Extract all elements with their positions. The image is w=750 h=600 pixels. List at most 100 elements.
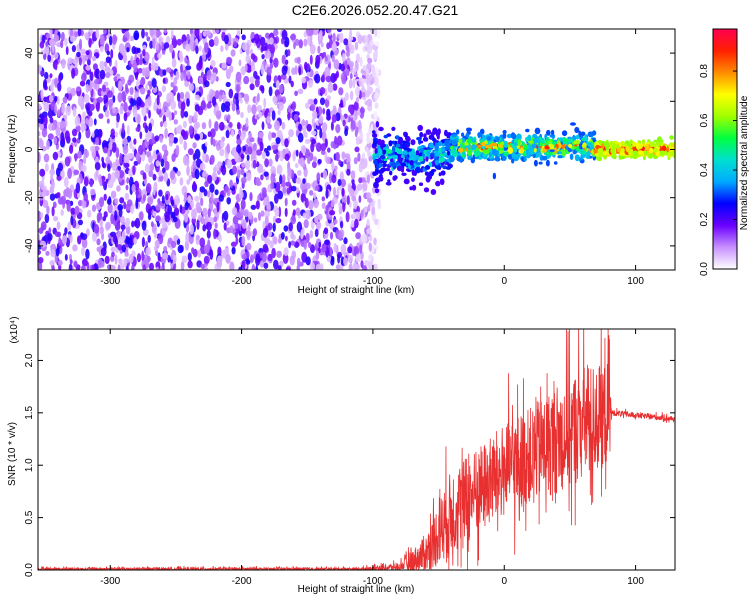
- heatmap-cell: [122, 137, 128, 146]
- heatmap-cell: [255, 264, 259, 270]
- heatmap-cell: [290, 230, 294, 240]
- heatmap-cell: [557, 142, 562, 149]
- heatmap-cell: [95, 101, 100, 112]
- heatmap-cell: [321, 196, 325, 202]
- heatmap-cell: [495, 136, 500, 143]
- heatmap-cell: [330, 121, 334, 131]
- heatmap-cell: [227, 114, 231, 121]
- heatmap-cell: [215, 110, 222, 120]
- heatmap-cell: [64, 37, 68, 47]
- heatmap-cell: [56, 231, 62, 238]
- heatmap-cell: [207, 208, 211, 218]
- heatmap-cell: [77, 29, 82, 37]
- heatmap-cell: [250, 53, 256, 60]
- heatmap-cell: [194, 133, 200, 140]
- heatmap-cell: [308, 200, 314, 210]
- heatmap-cell: [422, 137, 429, 142]
- heatmap-cell: [53, 136, 57, 146]
- heatmap-cell: [186, 98, 190, 107]
- heatmap-cell: [285, 181, 291, 187]
- heatmap-cell: [333, 242, 337, 253]
- heatmap-cell: [81, 246, 85, 256]
- heatmap-cell: [123, 112, 128, 122]
- heatmap-cell: [246, 154, 250, 161]
- heatmap-cell: [249, 76, 255, 84]
- heatmap-cell: [108, 196, 112, 205]
- heatmap-cell: [345, 69, 350, 77]
- heatmap-cell: [545, 159, 550, 167]
- heatmap-cell: [294, 90, 298, 97]
- heatmap-cell: [319, 127, 323, 139]
- heatmap-cell: [234, 92, 239, 100]
- heatmap-cell: [282, 187, 287, 194]
- heatmap-cell: [189, 29, 193, 35]
- heatmap-cell: [213, 216, 218, 223]
- heatmap-cell: [513, 142, 519, 147]
- heatmap-cell: [141, 250, 145, 262]
- heatmap-cell: [546, 129, 551, 136]
- heatmap-cell: [517, 139, 521, 146]
- heatmap-cell: [187, 148, 194, 156]
- heatmap-cell: [325, 75, 332, 83]
- heatmap-cell: [324, 239, 330, 246]
- heatmap-cell: [148, 156, 153, 164]
- heatmap-cell: [259, 141, 264, 152]
- heatmap-cell: [176, 38, 182, 46]
- heatmap-cell: [163, 29, 168, 34]
- heatmap-cell: [300, 145, 307, 154]
- snr-y-multiplier: (x10⁴): [9, 316, 20, 343]
- heatmap-cell: [199, 132, 204, 140]
- heatmap-cell: [71, 128, 78, 137]
- heatmap-cell: [202, 170, 207, 178]
- heatmap-cell: [462, 151, 466, 156]
- heatmap-cell: [147, 234, 151, 243]
- heatmap-cell: [533, 147, 537, 153]
- heatmap-cell: [435, 180, 441, 187]
- heatmap-cell: [288, 241, 291, 249]
- heatmap-cell: [625, 145, 630, 153]
- heatmap-cell: [241, 42, 248, 51]
- heatmap-cell: [224, 101, 231, 109]
- heatmap-cell: [340, 63, 346, 72]
- heatmap-cell: [226, 197, 231, 205]
- heatmap-cell: [274, 120, 280, 131]
- heatmap-cell: [285, 235, 288, 242]
- heatmap-cell: [100, 247, 107, 257]
- heatmap-cell: [155, 160, 160, 167]
- heatmap-cell: [253, 33, 260, 45]
- heatmap-cell: [302, 212, 307, 219]
- heatmap-cell: [193, 115, 197, 124]
- heatmap-cell: [66, 201, 71, 212]
- heatmap-cell: [398, 159, 403, 164]
- heatmap-cell: [346, 168, 351, 176]
- heatmap-cell: [136, 253, 142, 263]
- heatmap-cell: [173, 119, 178, 125]
- heatmap-cell: [342, 201, 346, 213]
- heatmap-cell: [359, 107, 365, 114]
- heatmap-cell: [192, 181, 197, 191]
- heatmap-cell: [366, 218, 370, 227]
- heatmap-cell: [175, 144, 180, 156]
- heatmap-cell: [268, 131, 272, 141]
- heatmap-cell: [258, 131, 264, 139]
- heatmap-cell: [216, 144, 220, 151]
- heatmap-cell: [261, 252, 267, 263]
- heatmap-cell: [275, 217, 282, 224]
- heatmap-cell: [240, 66, 247, 76]
- heatmap-cell: [321, 122, 328, 133]
- heatmap-cell: [242, 145, 246, 152]
- heatmap-cell: [357, 152, 361, 162]
- heatmap-cell: [153, 231, 158, 239]
- heatmap-cell: [440, 178, 445, 186]
- y-tick-label: 20: [24, 95, 35, 107]
- heatmap-cell: [357, 119, 362, 131]
- heatmap-cell: [194, 94, 200, 101]
- heatmap-cell: [118, 258, 123, 265]
- heatmap-cell: [240, 111, 244, 119]
- heatmap-cell: [83, 176, 89, 187]
- heatmap-cell: [152, 185, 156, 196]
- heatmap-cell: [366, 228, 372, 235]
- heatmap-cell: [85, 117, 89, 125]
- heatmap-cell: [550, 129, 555, 136]
- heatmap-cell: [61, 31, 65, 42]
